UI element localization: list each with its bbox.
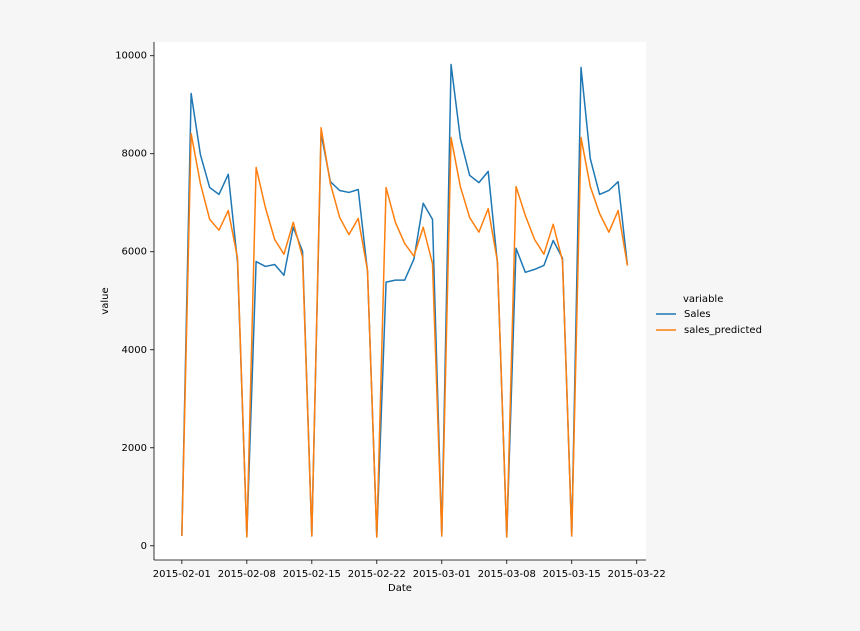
x-axis-label: Date xyxy=(388,583,412,594)
y-axis-label: value xyxy=(100,287,111,314)
x-tick-label: 2015-02-01 xyxy=(153,569,211,580)
series-line xyxy=(181,127,629,538)
y-tick-label: 0 xyxy=(141,541,147,552)
x-tick-label: 2015-02-08 xyxy=(218,569,276,580)
x-tick-label: 2015-03-01 xyxy=(413,569,471,580)
y-tick-label: 2000 xyxy=(122,443,147,454)
x-tick-label: 2015-03-22 xyxy=(608,569,666,580)
x-tick-label: 2015-02-22 xyxy=(348,569,406,580)
y-tick-label: 4000 xyxy=(122,345,147,356)
legend-label: sales_predicted xyxy=(684,325,762,336)
y-tick-label: 10000 xyxy=(115,51,147,62)
x-tick-label: 2015-03-08 xyxy=(478,569,536,580)
y-tick-label: 8000 xyxy=(122,149,147,160)
legend-label: Sales xyxy=(684,309,711,320)
legend-title: variable xyxy=(683,294,723,305)
y-tick-label: 6000 xyxy=(122,247,147,258)
series-line xyxy=(181,63,629,538)
x-tick-label: 2015-03-15 xyxy=(543,569,601,580)
x-tick-label: 2015-02-15 xyxy=(283,569,341,580)
